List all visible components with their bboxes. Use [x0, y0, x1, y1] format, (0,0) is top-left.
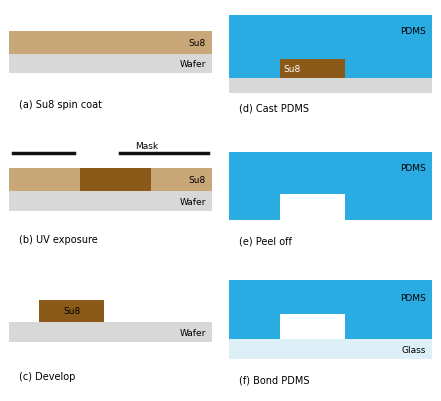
Text: Wafer: Wafer: [179, 197, 206, 206]
Bar: [280, 60, 345, 79]
Bar: [80, 169, 151, 192]
Text: Glass: Glass: [402, 345, 426, 354]
Bar: [151, 169, 212, 192]
Bar: [39, 300, 104, 322]
Bar: [280, 314, 345, 339]
Text: PDMS: PDMS: [400, 293, 426, 302]
Text: (f) Bond PDMS: (f) Bond PDMS: [239, 375, 310, 385]
Bar: [9, 169, 80, 192]
Text: Su8: Su8: [284, 65, 301, 74]
Bar: [9, 32, 212, 55]
Bar: [229, 79, 432, 94]
Text: PDMS: PDMS: [400, 164, 426, 172]
Text: Su8: Su8: [188, 38, 206, 48]
Bar: [229, 152, 432, 220]
Bar: [9, 192, 212, 212]
Text: PDMS: PDMS: [400, 27, 426, 36]
Bar: [280, 194, 345, 220]
Text: (d) Cast PDMS: (d) Cast PDMS: [239, 103, 310, 113]
Text: (a) Su8 spin coat: (a) Su8 spin coat: [19, 100, 102, 109]
Text: Su8: Su8: [188, 176, 206, 185]
Bar: [229, 281, 432, 339]
Bar: [229, 339, 432, 359]
Text: Wafer: Wafer: [179, 328, 206, 337]
Bar: [9, 322, 212, 342]
Bar: [229, 16, 432, 79]
Text: Mask: Mask: [135, 142, 158, 151]
Text: (b) UV exposure: (b) UV exposure: [19, 235, 98, 245]
Bar: [9, 55, 212, 73]
Text: (c) Develop: (c) Develop: [19, 371, 75, 381]
Text: Su8: Su8: [63, 306, 80, 316]
Text: Wafer: Wafer: [179, 59, 206, 69]
Text: (e) Peel off: (e) Peel off: [239, 236, 292, 246]
